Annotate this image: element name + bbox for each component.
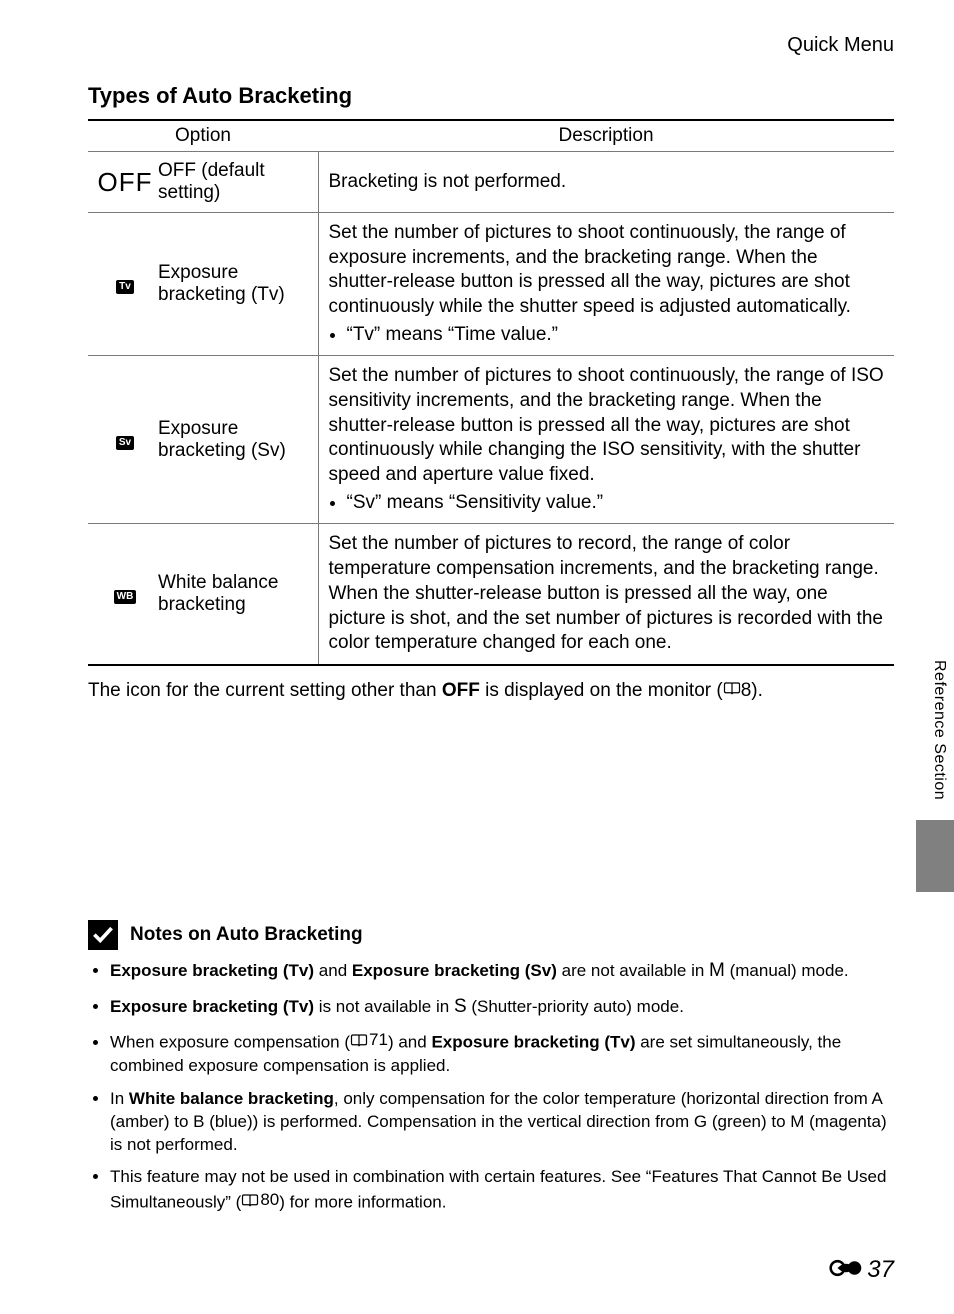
option-name: White balance bracketing — [158, 524, 318, 665]
description-bullet: “Sv” means “Sensitivity value.” — [347, 490, 885, 516]
side-tab-label: Reference Section — [930, 660, 948, 800]
description-text: Bracketing is not performed. — [329, 170, 885, 195]
side-tab-block — [916, 820, 954, 892]
notes-text: In — [110, 1089, 129, 1108]
table-body: OFFOFF (default setting) Bracketing is no… — [88, 152, 894, 665]
page: Quick Menu Types of Auto Bracketing Opti… — [0, 0, 954, 1314]
option-icon-cell: OFF — [88, 152, 158, 213]
notes-bold-text: Exposure bracketing (Sv) — [352, 961, 557, 980]
page-footer: 37 — [829, 1256, 894, 1284]
description-bullet-list: “Tv” means “Time value.” — [329, 322, 885, 348]
col-option: Option — [88, 120, 318, 152]
book-icon — [241, 1194, 259, 1208]
option-description: Set the number of pictures to shoot cont… — [318, 213, 894, 356]
description-bullet: “Tv” means “Time value.” — [347, 322, 885, 348]
below-bold: OFF — [442, 680, 480, 701]
notes-item: In White balance bracketing, only compen… — [110, 1088, 894, 1157]
table-row: Sv Exposure bracketing (Sv)Set the number… — [88, 356, 894, 524]
page-ref: 80 — [241, 1189, 279, 1212]
notes-bold-text: Exposure bracketing (Tv) — [110, 997, 314, 1016]
option-description: Bracketing is not performed. — [318, 152, 894, 213]
description-text: Set the number of pictures to record, th… — [329, 532, 885, 581]
description-bullet-list: “Sv” means “Sensitivity value.” — [329, 490, 885, 516]
mode-badge-icon: WB — [114, 590, 137, 604]
description-text: Set the number of pictures to shoot cont… — [329, 364, 885, 487]
table-row: Tv Exposure bracketing (Tv)Set the number… — [88, 213, 894, 356]
side-tab: Reference Section — [916, 660, 954, 890]
notes-text: are not available in — [557, 961, 709, 980]
reference-section-icon — [829, 1257, 863, 1284]
notes-item: Exposure bracketing (Tv) and Exposure br… — [110, 958, 894, 984]
mode-m-icon: M — [709, 960, 725, 981]
description-text: When the shutter-release button is press… — [329, 582, 885, 656]
below-table-note: The icon for the current setting other t… — [88, 678, 894, 704]
notes-text: When exposure compensation ( — [110, 1033, 350, 1052]
notes-bold-text: Exposure bracketing (Tv) — [431, 1033, 635, 1052]
table-header-row: Option Description — [88, 120, 894, 152]
bracketing-table: Option Description OFFOFF (default setti… — [88, 119, 894, 666]
notes-item: This feature may not be used in combinat… — [110, 1166, 894, 1214]
option-description: Set the number of pictures to shoot cont… — [318, 356, 894, 524]
option-description: Set the number of pictures to record, th… — [318, 524, 894, 665]
below-pre: The icon for the current setting other t… — [88, 680, 442, 701]
option-name: Exposure bracketing (Sv) — [158, 356, 318, 524]
notes-text: is not available in — [314, 997, 454, 1016]
below-ref: 8 — [741, 680, 752, 701]
option-icon-cell: Sv — [88, 356, 158, 524]
description-text: Set the number of pictures to shoot cont… — [329, 221, 885, 320]
notes-item: When exposure compensation (71) and Expo… — [110, 1029, 894, 1077]
check-icon — [88, 920, 118, 950]
notes-bold-text: Exposure bracketing (Tv) — [110, 961, 314, 980]
notes-text: ) and — [388, 1033, 431, 1052]
option-name: OFF (default setting) — [158, 152, 318, 213]
table-row: OFFOFF (default setting) Bracketing is no… — [88, 152, 894, 213]
below-mid: is displayed on the monitor ( — [480, 680, 723, 701]
table-row: WB White balance bracketingSet the number… — [88, 524, 894, 665]
notes-text: and — [314, 961, 352, 980]
notes-list: Exposure bracketing (Tv) and Exposure br… — [88, 958, 894, 1215]
option-icon-cell: WB — [88, 524, 158, 665]
mode-s-icon: S — [454, 996, 467, 1017]
notes-text: This feature may not be used in combinat… — [110, 1167, 886, 1211]
col-description: Description — [318, 120, 894, 152]
notes-title: Notes on Auto Bracketing — [130, 924, 363, 946]
book-icon — [350, 1034, 368, 1048]
page-number: 37 — [867, 1256, 894, 1284]
notes-item: Exposure bracketing (Tv) is not availabl… — [110, 994, 894, 1020]
notes-bold-text: White balance bracketing — [129, 1089, 334, 1108]
notes-text: (Shutter-priority auto) mode. — [467, 997, 684, 1016]
off-icon: OFF — [98, 167, 153, 197]
notes-text: ) for more information. — [279, 1193, 446, 1212]
page-ref: 71 — [350, 1029, 388, 1052]
below-post: ). — [751, 680, 763, 701]
notes-section: Notes on Auto Bracketing Exposure bracke… — [88, 920, 894, 1225]
mode-badge-icon: Tv — [116, 280, 134, 294]
notes-text: (manual) mode. — [725, 961, 849, 980]
section-title: Types of Auto Bracketing — [88, 83, 894, 109]
option-icon-cell: Tv — [88, 213, 158, 356]
page-ref-icon — [723, 682, 741, 696]
breadcrumb: Quick Menu — [88, 34, 894, 57]
option-name: Exposure bracketing (Tv) — [158, 213, 318, 356]
mode-badge-icon: Sv — [116, 436, 134, 450]
notes-header: Notes on Auto Bracketing — [88, 920, 894, 950]
